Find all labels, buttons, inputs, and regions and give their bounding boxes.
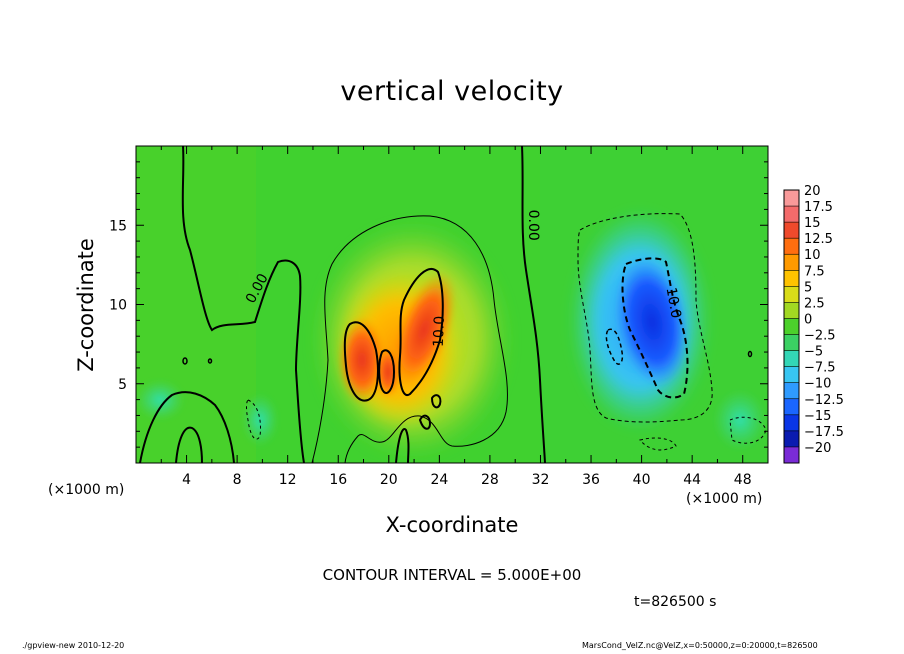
- contour-label: 0.00: [525, 210, 541, 241]
- x-tick-label: 28: [481, 472, 499, 488]
- colorbar-tick-label: 15: [804, 216, 821, 231]
- colorbar-tick-label: 2.5: [804, 296, 825, 311]
- colorbar-tick-label: 7.5: [804, 264, 825, 279]
- colorbar-tick-label: −15: [804, 409, 831, 424]
- time-label: t=826500 s: [634, 594, 717, 610]
- y-unit-label: (×1000 m): [48, 482, 125, 498]
- x-tick-label: 12: [279, 472, 297, 488]
- colorbar-tick-label: −7.5: [804, 361, 836, 376]
- x-tick-label: 20: [380, 472, 398, 488]
- colorbar-tick-label: 0: [804, 312, 812, 327]
- colorbar-tick-label: −12.5: [804, 393, 844, 408]
- colorbar-segment: [784, 446, 799, 464]
- footer-right: MarsCond_VelZ.nc@VelZ,x=0:50000,z=0:2000…: [582, 641, 818, 650]
- y-axis-ticks: 5 10 15: [109, 161, 768, 448]
- contour-label: 10.0: [431, 316, 448, 348]
- colorbar-segment: [784, 366, 799, 384]
- colorbar-tick-label: −10: [804, 377, 831, 392]
- x-tick-label: 24: [430, 472, 448, 488]
- colorbar-segment: [784, 190, 799, 207]
- contour-interval-label: CONTOUR INTERVAL = 5.000E+00: [322, 566, 582, 584]
- x-tick-label: 8: [233, 472, 242, 488]
- colorbar-tick-label: −5: [804, 345, 823, 360]
- y-tick-label: 5: [118, 377, 127, 393]
- colorbar-segment: [784, 270, 799, 287]
- x-unit-label: (×1000 m): [686, 491, 763, 507]
- colorbar-tick-label: 10: [804, 248, 821, 263]
- x-tick-label: 40: [633, 472, 651, 488]
- colorbar-segment: [784, 430, 799, 448]
- colorbar-segment: [784, 334, 799, 352]
- colorbar-segment: [784, 254, 799, 271]
- contour-lines: [139, 146, 767, 463]
- colorbar-tick-label: −17.5: [804, 425, 844, 440]
- x-axis-ticks: 4 8 12 16 20 24 28 32 36 40 44 48: [160, 146, 752, 488]
- colorbar-tick-label: −20: [804, 441, 831, 456]
- footer-left: ./gpview-new 2010-12-20: [22, 641, 125, 650]
- x-tick-label: 48: [734, 472, 752, 488]
- colorbar-tick-label: 20: [804, 184, 821, 199]
- x-tick-label: 44: [683, 472, 701, 488]
- y-tick-label: 15: [109, 218, 127, 234]
- chart-title: vertical velocity: [340, 76, 564, 107]
- x-tick-label: 32: [532, 472, 550, 488]
- colorbar-segment: [784, 238, 799, 255]
- x-axis-label: X-coordinate: [385, 513, 519, 537]
- colorbar-segment: [784, 302, 799, 319]
- colorbar-segment: [784, 286, 799, 303]
- colorbar-tick-label: 12.5: [804, 232, 833, 247]
- colorbar-tick-label: 5: [804, 280, 812, 295]
- x-tick-label: 36: [582, 472, 600, 488]
- colorbar-tick-label: −2.5: [804, 329, 836, 344]
- colorbar-segment: [784, 414, 799, 432]
- colorbar-segment: [784, 206, 799, 223]
- y-tick-label: 10: [109, 298, 127, 314]
- colorbar-segment: [784, 398, 799, 416]
- x-tick-label: 16: [329, 472, 347, 488]
- y-axis-label: Z-coordinate: [74, 238, 98, 372]
- colorbar-segment: [784, 382, 799, 400]
- colorbar-tick-label: 17.5: [804, 200, 833, 215]
- x-tick-label: 4: [182, 472, 191, 488]
- colorbar-segment: [784, 318, 799, 336]
- colorbar-segment: [784, 350, 799, 368]
- colorbar-segment: [784, 222, 799, 239]
- contour-label: 10.0: [663, 286, 684, 319]
